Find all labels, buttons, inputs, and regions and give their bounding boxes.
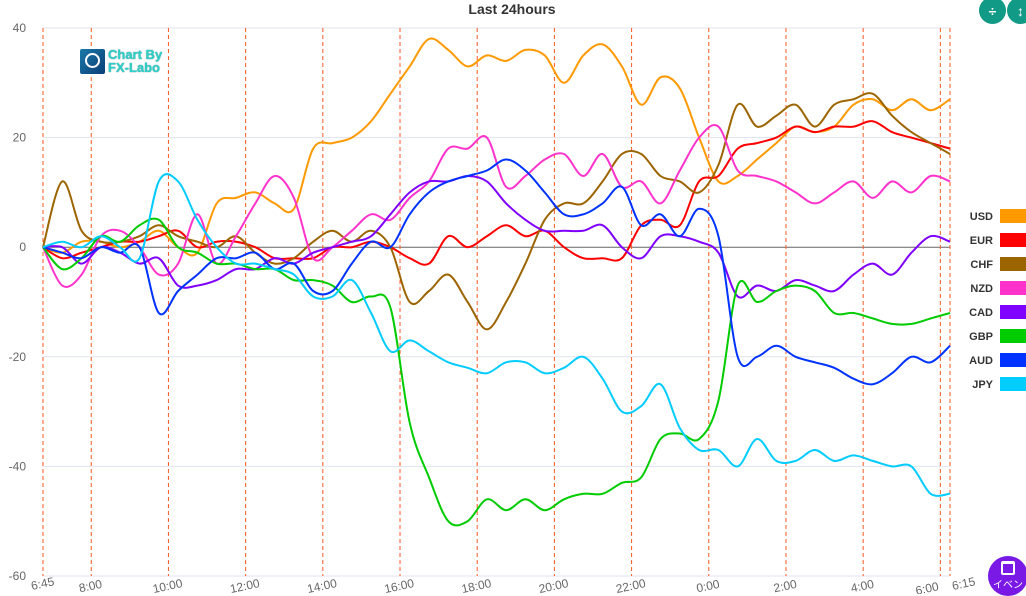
legend-label: AUD (969, 355, 993, 367)
grid (43, 27, 950, 577)
event-button-label: イベン (993, 580, 1023, 591)
watermark-line1: Chart By (108, 47, 163, 62)
watermark-line2: FX-Labo (108, 60, 160, 75)
legend-label: JPY (972, 379, 993, 391)
legend-item-usd[interactable]: USD (970, 209, 1026, 223)
magnifier-chart-icon (80, 48, 105, 74)
chart-title: Last 24hours (468, 1, 555, 17)
series-line-usd (42, 37, 951, 257)
legend-label: CHF (970, 259, 993, 271)
series-line-nzd (42, 124, 951, 288)
legend[interactable]: USD EUR CHF NZD CAD GBP AUD JPY (969, 209, 1026, 391)
collapse-icon: ÷ (988, 2, 997, 19)
series-line-eur (42, 120, 951, 266)
x-tick-label: 22:00 (615, 576, 648, 594)
x-tick-label: 18:00 (460, 576, 493, 594)
time-markers (42, 28, 951, 576)
legend-label: EUR (970, 235, 993, 247)
x-tick-label: 6:45 (30, 574, 56, 593)
watermark-logo: Chart By FX-Labo (80, 48, 162, 74)
y-tick-label: -20 (9, 350, 27, 364)
x-tick-label: 4:00 (849, 577, 875, 594)
x-tick-label: 20:00 (537, 576, 570, 594)
legend-label: USD (970, 211, 993, 223)
legend-swatch (1000, 377, 1026, 391)
legend-swatch (1000, 257, 1026, 271)
y-tick-label: -60 (9, 569, 27, 583)
calendar-icon (1001, 561, 1015, 575)
legend-swatch (1000, 233, 1026, 247)
legend-item-aud[interactable]: AUD (969, 353, 1026, 367)
x-tick-label: 12:00 (229, 576, 262, 594)
series-lines (42, 37, 951, 527)
legend-label: CAD (969, 307, 993, 319)
y-axis: 40 20 0 -20 -40 -60 (9, 21, 27, 583)
legend-item-chf[interactable]: CHF (970, 257, 1026, 271)
legend-swatch (1000, 281, 1026, 295)
legend-swatch (1000, 305, 1026, 319)
legend-swatch (1000, 353, 1026, 367)
x-tick-label: 10:00 (151, 576, 184, 594)
y-tick-label: 40 (13, 21, 27, 35)
legend-item-gbp[interactable]: GBP (969, 329, 1026, 343)
y-tick-label: -40 (9, 459, 27, 473)
legend-swatch (1000, 329, 1026, 343)
legend-label: GBP (969, 331, 993, 343)
expand-icon: ↕ (1017, 2, 1024, 19)
x-tick-label: 6:00 (914, 579, 940, 594)
legend-item-eur[interactable]: EUR (970, 233, 1026, 247)
event-button[interactable]: イベン (988, 556, 1026, 596)
x-tick-label: 6:15 (951, 574, 977, 593)
x-tick-label: 2:00 (772, 577, 798, 594)
legend-item-jpy[interactable]: JPY (972, 377, 1026, 391)
series-line-gbp (42, 217, 951, 527)
x-tick-label: 16:00 (383, 576, 416, 594)
series-line-jpy (42, 173, 951, 497)
x-axis: 6:45 8:00 10:00 12:00 14:00 16:00 18:00 20:00 22… (30, 574, 977, 594)
legend-item-nzd[interactable]: NZD (970, 281, 1026, 295)
series-line-cad (42, 174, 951, 299)
y-tick-label: 0 (19, 240, 26, 254)
expand-button[interactable]: ↕ (1007, 0, 1026, 24)
legend-label: NZD (970, 283, 993, 295)
x-tick-label: 0:00 (695, 577, 721, 594)
legend-swatch (1000, 209, 1026, 223)
series-line-aud (42, 158, 951, 386)
y-tick-label: 20 (13, 131, 27, 145)
series-line-chf (42, 92, 951, 331)
collapse-button[interactable]: ÷ (979, 0, 1006, 24)
legend-item-cad[interactable]: CAD (969, 305, 1026, 319)
x-tick-label: 8:00 (78, 577, 104, 594)
x-tick-label: 14:00 (306, 576, 339, 594)
